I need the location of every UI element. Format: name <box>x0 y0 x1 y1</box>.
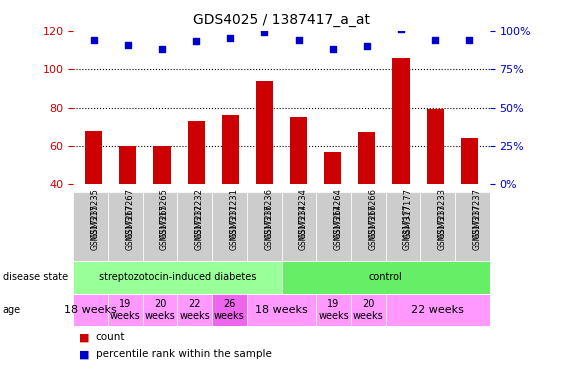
Text: GSM317234: GSM317234 <box>299 204 308 250</box>
Text: GSM317231: GSM317231 <box>230 188 238 239</box>
Text: GSM317264: GSM317264 <box>334 188 342 239</box>
Text: ■: ■ <box>79 349 90 359</box>
Text: disease state: disease state <box>3 272 68 283</box>
Text: 18 weeks: 18 weeks <box>64 305 117 315</box>
Text: GSM317232: GSM317232 <box>195 204 204 250</box>
Text: streptozotocin-induced diabetes: streptozotocin-induced diabetes <box>99 272 256 283</box>
Point <box>294 37 303 43</box>
Text: ■: ■ <box>79 332 90 342</box>
Text: GSM317266: GSM317266 <box>368 188 377 239</box>
Text: 19
weeks: 19 weeks <box>318 299 349 321</box>
Text: GSM317267: GSM317267 <box>125 204 134 250</box>
Text: 19
weeks: 19 weeks <box>110 299 141 321</box>
Text: control: control <box>369 272 403 283</box>
Bar <box>119 146 136 261</box>
Bar <box>392 58 409 261</box>
Point <box>260 29 269 35</box>
FancyBboxPatch shape <box>73 192 108 261</box>
Text: GSM317267: GSM317267 <box>125 188 134 239</box>
Text: 22
weeks: 22 weeks <box>180 299 210 321</box>
Text: GSM317231: GSM317231 <box>230 204 238 250</box>
Text: GSM317232: GSM317232 <box>195 188 204 239</box>
Text: GSM317236: GSM317236 <box>264 188 273 239</box>
FancyBboxPatch shape <box>247 192 282 261</box>
Point <box>465 37 474 43</box>
FancyBboxPatch shape <box>386 192 421 261</box>
FancyBboxPatch shape <box>212 294 247 326</box>
Text: GSM317265: GSM317265 <box>160 188 169 239</box>
FancyBboxPatch shape <box>282 192 316 261</box>
FancyBboxPatch shape <box>316 192 351 261</box>
Text: GSM317233: GSM317233 <box>438 188 446 239</box>
Point <box>89 37 98 43</box>
FancyBboxPatch shape <box>282 261 490 294</box>
FancyBboxPatch shape <box>142 192 177 261</box>
FancyBboxPatch shape <box>421 192 455 261</box>
FancyBboxPatch shape <box>108 294 142 326</box>
Bar <box>222 115 239 261</box>
Text: count: count <box>96 332 125 342</box>
Point <box>396 26 405 32</box>
Point <box>123 41 132 48</box>
FancyBboxPatch shape <box>247 294 316 326</box>
Point <box>363 43 372 49</box>
FancyBboxPatch shape <box>108 192 142 261</box>
Bar <box>358 132 376 261</box>
Text: 26
weeks: 26 weeks <box>214 299 245 321</box>
Point <box>191 38 200 45</box>
FancyBboxPatch shape <box>386 294 490 326</box>
Text: 18 weeks: 18 weeks <box>255 305 308 315</box>
Text: GSM317265: GSM317265 <box>160 204 169 250</box>
Text: 20
weeks: 20 weeks <box>145 299 175 321</box>
Text: GSM317233: GSM317233 <box>438 204 446 250</box>
FancyBboxPatch shape <box>351 192 386 261</box>
Bar <box>427 109 444 261</box>
Point <box>431 37 440 43</box>
Text: 20
weeks: 20 weeks <box>353 299 383 321</box>
Bar <box>187 121 205 261</box>
Bar <box>85 131 102 261</box>
FancyBboxPatch shape <box>455 192 490 261</box>
Text: GSM317266: GSM317266 <box>368 204 377 250</box>
FancyBboxPatch shape <box>212 192 247 261</box>
FancyBboxPatch shape <box>351 294 386 326</box>
Point <box>328 46 337 52</box>
FancyBboxPatch shape <box>177 192 212 261</box>
FancyBboxPatch shape <box>142 294 177 326</box>
Text: GDS4025 / 1387417_a_at: GDS4025 / 1387417_a_at <box>193 13 370 27</box>
Bar <box>461 138 478 261</box>
Point <box>226 35 235 41</box>
Text: GSM317235: GSM317235 <box>91 204 100 250</box>
Text: GSM317236: GSM317236 <box>264 204 273 250</box>
Text: GSM317234: GSM317234 <box>299 188 308 239</box>
Text: 22 weeks: 22 weeks <box>412 305 464 315</box>
Text: GSM317177: GSM317177 <box>403 188 412 239</box>
FancyBboxPatch shape <box>73 261 282 294</box>
Text: GSM317235: GSM317235 <box>91 188 100 239</box>
Bar <box>324 152 341 261</box>
FancyBboxPatch shape <box>177 294 212 326</box>
Text: GSM317264: GSM317264 <box>333 204 342 250</box>
Text: GSM317237: GSM317237 <box>472 204 481 250</box>
Bar <box>256 81 273 261</box>
Text: GSM317237: GSM317237 <box>472 188 481 239</box>
Text: GSM317177: GSM317177 <box>403 204 412 250</box>
Bar <box>290 117 307 261</box>
FancyBboxPatch shape <box>316 294 351 326</box>
FancyBboxPatch shape <box>73 294 108 326</box>
Text: percentile rank within the sample: percentile rank within the sample <box>96 349 271 359</box>
Point <box>158 46 167 52</box>
Bar <box>154 146 171 261</box>
Text: age: age <box>3 305 21 315</box>
